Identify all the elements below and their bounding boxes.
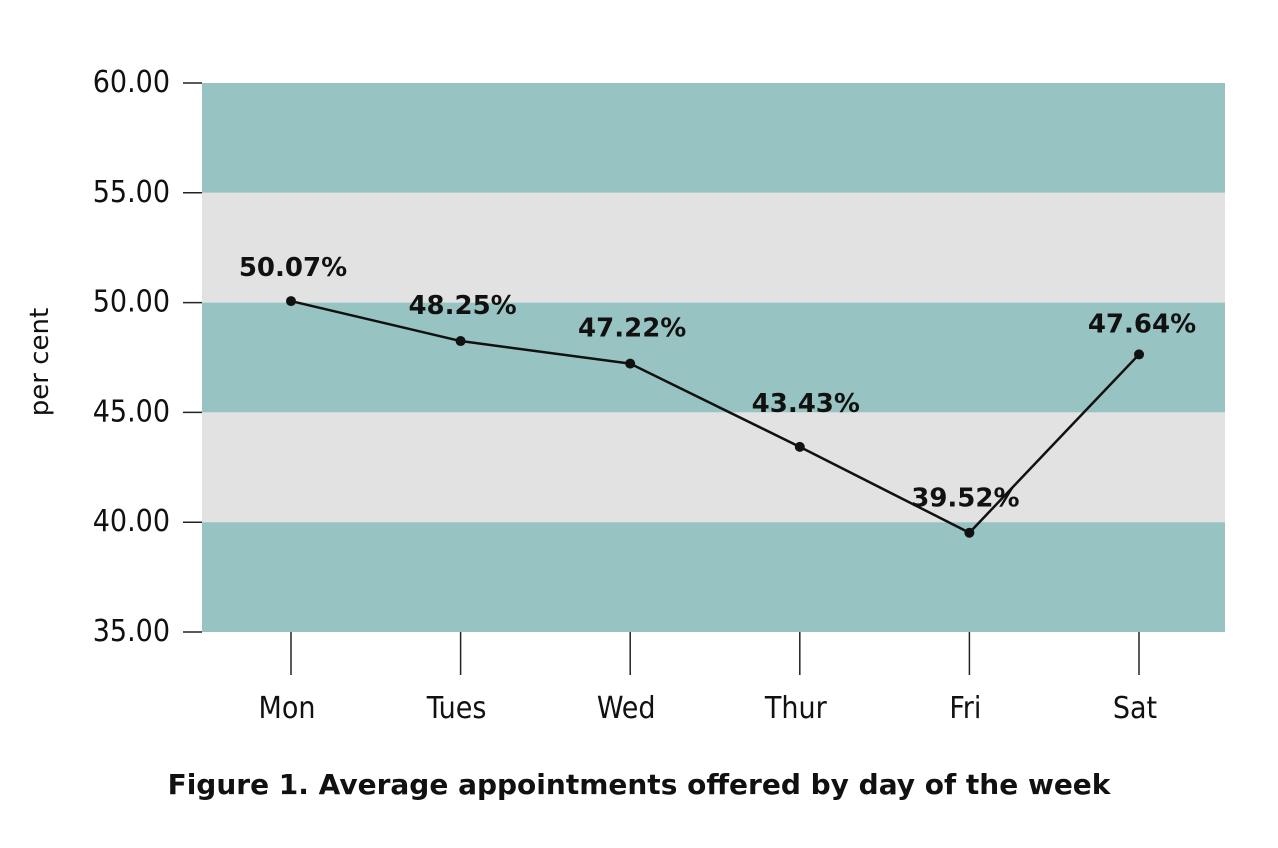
data-labels: 50.07% 48.25% 47.22% 43.43% 39.52% 47.64% — [239, 253, 1196, 514]
series-path — [290, 299, 1140, 534]
data-label: 47.22% — [578, 314, 686, 344]
data-point — [286, 296, 296, 307]
band-1 — [202, 192, 1225, 303]
x-tick-label: Tues — [426, 691, 487, 726]
data-point — [964, 527, 975, 538]
y-tick-label: 35.00 — [93, 614, 170, 649]
x-axis: Mon Tues Wed Thur Fri Sat — [259, 632, 1157, 726]
y-axis-title: per cent — [25, 308, 55, 416]
x-tick-label: Fri — [949, 691, 981, 726]
x-tick-label: Sat — [1113, 691, 1157, 726]
data-label: 39.52% — [911, 484, 1019, 514]
band-3 — [202, 412, 1225, 523]
data-label: 50.07% — [239, 253, 347, 283]
data-label: 43.43% — [752, 389, 860, 419]
y-tick-label: 55.00 — [93, 175, 170, 210]
data-point — [455, 336, 466, 347]
y-tick-label: 40.00 — [93, 504, 170, 539]
data-point — [625, 358, 636, 369]
y-tick-label: 60.00 — [93, 65, 170, 100]
series-line — [286, 296, 1144, 538]
y-tick-label: 50.00 — [93, 285, 170, 320]
x-tick-label: Thur — [764, 691, 828, 726]
x-tick-label: Wed — [597, 691, 656, 726]
band-4 — [202, 522, 1225, 632]
y-tick-label: 45.00 — [93, 394, 170, 429]
background-bands — [202, 83, 1225, 632]
y-axis: 60.00 55.00 50.00 45.00 40.00 35.00 — [93, 65, 202, 649]
figure-caption: Figure 1. Average appointments offered b… — [167, 768, 1111, 801]
line-chart: 60.00 55.00 50.00 45.00 40.00 35.00 Mon Tues We… — [25, 65, 1225, 726]
data-label: 48.25% — [408, 291, 516, 321]
data-label: 47.64% — [1088, 309, 1196, 339]
data-point — [794, 441, 805, 452]
x-tick-label: Mon — [259, 691, 316, 726]
data-point — [1134, 349, 1144, 360]
band-2 — [202, 302, 1225, 413]
band-0 — [202, 83, 1225, 193]
